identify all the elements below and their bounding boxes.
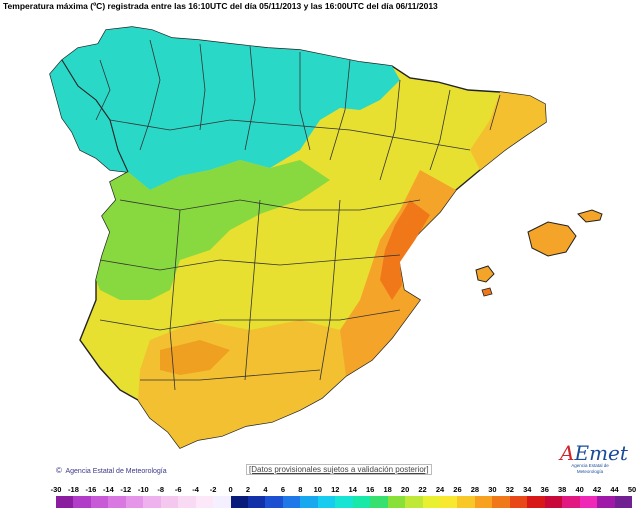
legend-label: 42 xyxy=(592,485,602,494)
legend-swatch xyxy=(562,496,580,508)
legend-swatch xyxy=(108,496,126,508)
legend-label: 2 xyxy=(245,485,251,494)
mallorca xyxy=(527,221,577,257)
legend-label: -6 xyxy=(174,485,182,494)
legend-swatch xyxy=(614,496,632,508)
legend-label: 38 xyxy=(558,485,567,494)
legend-swatch xyxy=(265,496,283,508)
agency-credit: © Agencia Estatal de Meteorología xyxy=(56,466,167,475)
legend-swatch xyxy=(317,496,336,508)
ibiza xyxy=(475,265,495,283)
legend-label: 36 xyxy=(540,485,549,494)
legend-label: 24 xyxy=(435,485,445,494)
andalusia-warm-zone xyxy=(138,320,346,448)
legend-swatch xyxy=(544,496,563,508)
legend-labels: -30 -18 -16 -14 -12 -10 -8 -6 -4 -2 0 2 4 6 8 10 12 14 16 1… xyxy=(51,485,637,495)
legend-label: 22 xyxy=(418,485,427,494)
legend-swatch xyxy=(352,496,371,508)
legend-label: -30 xyxy=(50,485,62,494)
guadalquivir-hot-zone xyxy=(160,340,230,375)
legend-swatch xyxy=(405,496,423,508)
legend-label: 4 xyxy=(263,485,268,494)
legend-label: -4 xyxy=(192,485,199,494)
legend-label: 12 xyxy=(331,485,340,494)
valencia-hot-spot xyxy=(380,200,430,300)
west-mild-zone xyxy=(96,160,330,300)
legend-color-bar xyxy=(56,496,632,508)
legend-label: -12 xyxy=(120,485,132,494)
legend-swatch xyxy=(579,496,598,508)
legend-label: 20 xyxy=(400,485,410,494)
legend-swatch xyxy=(213,496,231,508)
legend-swatch xyxy=(370,496,388,508)
legend-label: 40 xyxy=(575,485,584,494)
legend-swatch xyxy=(509,496,528,508)
legend-swatch xyxy=(527,496,545,508)
legend-label: 44 xyxy=(610,485,619,494)
legend-swatch xyxy=(597,496,615,508)
disclaimer-note: [Datos provisionales sujetos a validació… xyxy=(246,464,432,475)
portugal-border xyxy=(61,59,129,173)
menorca xyxy=(577,209,603,223)
aemet-logo: AEmet Agencia Estatal de Meteorología xyxy=(560,441,628,474)
legend-swatch xyxy=(178,496,196,508)
legend-swatch xyxy=(125,496,144,508)
legend-swatch xyxy=(73,496,91,508)
legend-swatch xyxy=(492,496,510,508)
north-west-cool-zone xyxy=(50,27,400,190)
legend-label: 16 xyxy=(366,485,375,494)
catalonia-coast-zone xyxy=(470,92,546,170)
legend-swatch xyxy=(195,496,214,508)
legend-label: 8 xyxy=(298,485,303,494)
legend-label: 14 xyxy=(348,485,357,494)
legend-swatch xyxy=(457,496,475,508)
legend-label: -8 xyxy=(157,485,165,494)
legend-label: -10 xyxy=(137,485,149,494)
legend-label: 18 xyxy=(383,485,392,494)
legend-label: 30 xyxy=(488,485,497,494)
legend-label: 0 xyxy=(228,485,233,494)
legend-swatch xyxy=(56,496,74,508)
copyright-icon: © xyxy=(56,466,62,475)
legend-swatch xyxy=(143,496,161,508)
legend-swatch xyxy=(474,496,493,508)
legend-swatch xyxy=(160,496,179,508)
legend-label: -18 xyxy=(68,485,79,494)
legend-label: 50 xyxy=(627,485,637,494)
legend-swatch xyxy=(439,496,458,508)
legend-swatch xyxy=(300,496,318,508)
legend-label: -16 xyxy=(85,485,97,494)
province-boundaries xyxy=(95,39,501,391)
formentera xyxy=(481,287,493,297)
legend-label: 28 xyxy=(470,485,480,494)
legend-label: -14 xyxy=(102,485,114,494)
temperature-map xyxy=(49,26,603,449)
legend-swatch xyxy=(247,496,266,508)
legend-swatch xyxy=(387,496,406,508)
agency-credit-text: Agencia Estatal de Meteorología xyxy=(65,468,167,475)
legend-swatch xyxy=(335,496,353,508)
legend-label: -2 xyxy=(209,485,217,494)
legend-swatch xyxy=(422,496,440,508)
legend-label: 34 xyxy=(523,485,532,494)
legend-swatch xyxy=(90,496,109,508)
map-title: Temperatura máxima (ºC) registrada entre… xyxy=(3,1,438,11)
legend-label: 32 xyxy=(505,485,514,494)
legend-swatch xyxy=(282,496,301,508)
legend-label: 26 xyxy=(453,485,462,494)
legend-label: 10 xyxy=(313,485,322,494)
legend-label: 6 xyxy=(280,485,285,494)
temperature-legend: -30 -18 -16 -14 -12 -10 -8 -6 -4 -2 0 2 4 6 8 10 12 14 16 1… xyxy=(51,485,637,509)
legend-swatch xyxy=(230,496,248,508)
